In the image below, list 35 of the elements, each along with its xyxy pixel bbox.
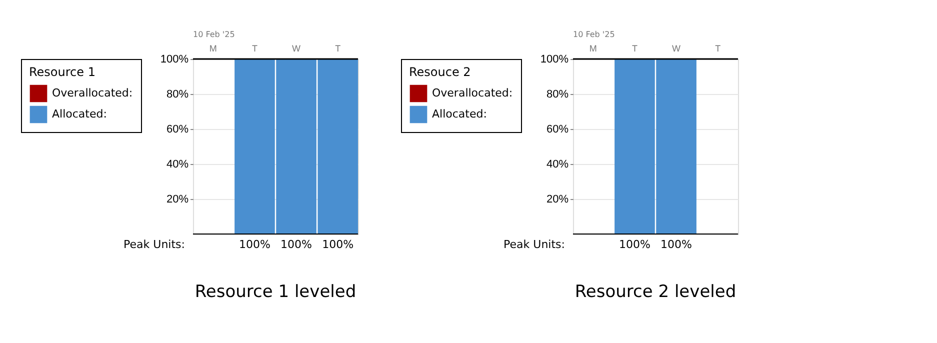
y-tick-label: 60% — [546, 124, 569, 136]
text: Peak Units: — [504, 238, 565, 251]
y-tick-label: 20% — [546, 194, 569, 206]
legend-title: Resouce 2 — [409, 65, 471, 79]
y-tick-label: 40% — [546, 158, 569, 170]
legend-label: Overallocated: — [52, 86, 133, 100]
x-tick-label: M — [209, 44, 217, 54]
y-tick-label: 80% — [546, 88, 569, 100]
text: 10 Feb '25 — [193, 30, 235, 39]
x-tick-label: T — [252, 44, 258, 54]
text: Resource 2 leveled — [574, 282, 736, 302]
data-label: 100% — [618, 238, 650, 251]
x-tick-label: W — [672, 44, 682, 54]
legend-label: Overallocated: — [432, 86, 513, 100]
data-label: 100% — [280, 238, 312, 251]
x-tick-label: T — [632, 44, 638, 54]
x-tick-label: T — [335, 44, 342, 54]
data-label: 100% — [238, 238, 270, 251]
legend-label: Allocated: — [432, 108, 487, 120]
x-tick-label: W — [292, 44, 302, 54]
data-label: 100% — [660, 238, 692, 251]
y-tick-label: 60% — [166, 124, 189, 136]
y-tick-label: 100% — [160, 54, 189, 66]
legend-label: Allocated: — [52, 108, 107, 120]
y-tick-label: 80% — [166, 88, 189, 100]
text: Peak Units: — [124, 238, 185, 251]
y-tick-label: 100% — [540, 54, 569, 66]
text: 10 Feb '25 — [573, 30, 615, 39]
y-tick-label: 20% — [166, 194, 189, 206]
data-label: 100% — [322, 238, 354, 251]
x-tick-label: T — [715, 44, 722, 54]
text: Resource 1 leveled — [194, 282, 356, 302]
x-tick-label: M — [589, 44, 597, 54]
legend-title: Resource 1 — [29, 65, 96, 79]
y-tick-label: 40% — [166, 158, 189, 170]
